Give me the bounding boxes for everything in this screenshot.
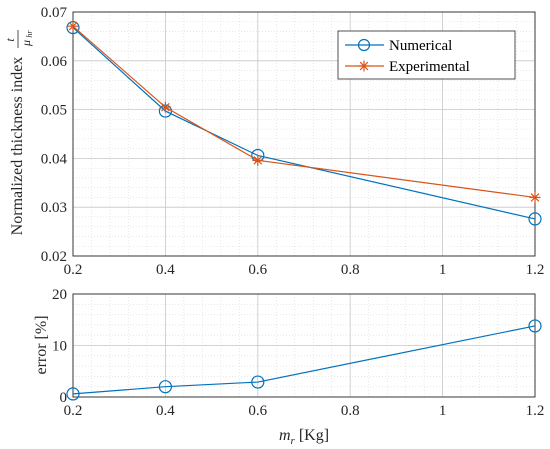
x-tick-label: 0.8	[341, 262, 360, 278]
x-tick-label: 0.6	[248, 403, 267, 419]
data-point-circle	[528, 212, 542, 226]
legend-asterisk	[358, 60, 370, 72]
x-tick-label: 1.2	[526, 403, 545, 419]
x-tick-label: 0.2	[64, 262, 83, 278]
legend-asterisk-marker-icon	[358, 60, 370, 72]
legend-entry-experimental: Experimental	[389, 59, 470, 75]
bottom-plot: 0.2 0.4 0.6 0.8 1 1.2 0 10 20	[52, 287, 544, 419]
y-tick-label: 10	[52, 339, 67, 355]
x-tick-label: 0.2	[64, 403, 83, 419]
y-tick-label: 0.06	[41, 54, 68, 70]
legend-box	[337, 30, 516, 80]
legend-circle-marker-icon	[357, 38, 371, 52]
data-point-circle	[66, 387, 80, 401]
y-tick-label: 0	[60, 390, 68, 406]
data-point-asterisk	[529, 191, 541, 203]
data-point-circle	[251, 375, 265, 389]
top-y-axis-label: Normalized thickness index t μ hr	[3, 30, 34, 236]
svg-text:Normalized thickness index: Normalized thickness index	[9, 57, 26, 236]
x-tick-label: 1	[439, 403, 447, 419]
axes-box	[72, 11, 536, 257]
axes-box	[72, 293, 536, 398]
y-tick-label: 0.07	[41, 5, 68, 21]
data-point-circle	[158, 380, 172, 394]
y-tick-label: 0.03	[41, 200, 67, 216]
data-point-asterisk	[67, 20, 79, 32]
x-tick-label: 0.4	[156, 262, 175, 278]
top-y-label-text: Normalized thickness index	[9, 57, 26, 236]
data-point-asterisk	[252, 154, 264, 166]
legend: Numerical Experimental	[337, 30, 516, 80]
x-tick-label: 1.2	[526, 262, 545, 278]
x-tick-label: 0.8	[341, 403, 360, 419]
x-tick-label: 0.6	[248, 262, 267, 278]
data-point-asterisk	[159, 101, 171, 113]
y-label-frac-sub: hr	[25, 30, 34, 38]
series-line-error	[72, 325, 536, 395]
y-label-frac-num: t	[3, 38, 17, 42]
legend-entry-numerical: Numerical	[389, 38, 452, 54]
data-point-circle	[528, 319, 542, 333]
y-tick-label: 0.04	[41, 151, 68, 167]
x-axis-label: mr [Kg]	[279, 427, 329, 447]
y-label-frac-den: μ	[19, 40, 33, 47]
y-tick-label: 20	[52, 287, 67, 303]
y-tick-label: 0.05	[41, 103, 67, 119]
bottom-y-axis-label: error [%]	[33, 315, 50, 374]
x-tick-label: 0.4	[156, 403, 175, 419]
x-tick-label: 1	[439, 262, 447, 278]
series-line-experimental	[72, 25, 536, 199]
y-tick-label: 0.02	[41, 249, 67, 265]
